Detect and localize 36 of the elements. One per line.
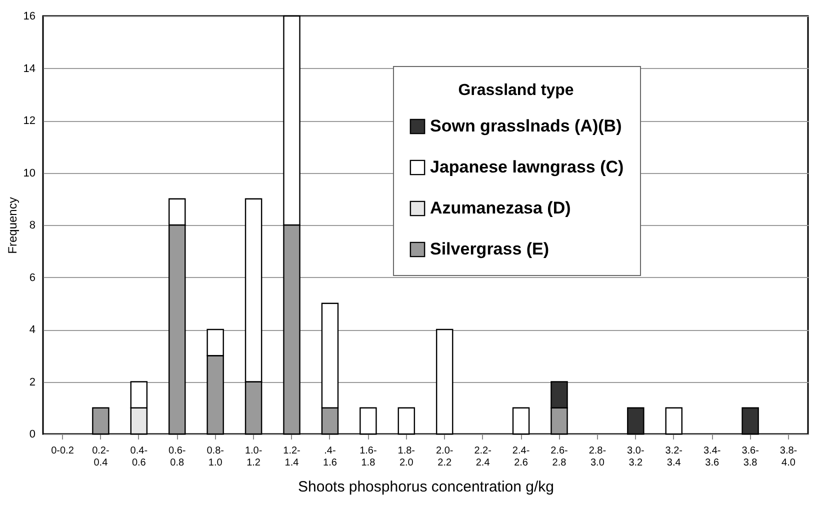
x-tick-label: 2.2- 2.4 [474,446,492,468]
y-tick-label: 12 [23,115,36,127]
x-tick-label: 2.0- 2.2 [436,446,454,468]
y-axis-title: Frequency [5,197,20,254]
y-tick-label: 16 [23,10,36,22]
x-tick-label: 2.4- 2.6 [512,446,530,468]
y-tick-label: 2 [29,376,36,388]
x-tick-label: 3.8- 4.0 [780,446,798,468]
x-axis-title: Shoots phosphorus concentration g/kg [298,478,554,496]
y-tick-label: 8 [29,220,36,232]
x-tick-label: 0.6- 0.8 [168,446,186,468]
x-tick-label: .4- 1.6 [323,446,338,468]
x-tick-label: 0-0.2 [51,446,74,456]
x-tick-label: 0.8- 1.0 [206,446,224,468]
y-tick-label: 4 [29,324,36,336]
legend-label: Sown grasslnads (A)(B) [430,116,622,136]
legend-label: Japanese lawngrass (C) [430,158,624,176]
y-tick-label: 10 [23,167,36,180]
x-tick-label: 3.0- 3.2 [627,446,644,468]
y-tick-label: 14 [23,62,36,75]
y-tick-label: 0 [29,428,36,440]
x-tick-label: 0.2- 0.4 [92,446,110,468]
x-tick-label: 1.6- 1.8 [360,446,377,468]
legend-label: Silvergrass (E) [430,240,550,258]
x-tick-label: 3.2- 3.4 [665,446,682,468]
x-tick-label: 3.6- 3.8 [742,446,759,468]
x-tick-label: 0.4- 0.6 [130,446,148,468]
x-tick-label: 1.2- 1.4 [283,446,300,468]
x-tick-label: 3.4- 3.6 [703,446,721,468]
legend-title: Grassland type [458,82,574,99]
x-tick-label: 2.6- 2.8 [550,446,568,468]
x-tick-label: 1.0- 1.2 [244,446,262,468]
legend-label: Azumanezasa (D) [430,198,571,218]
x-tick-label: 1.8- 2.0 [398,446,416,468]
y-tick-label: 6 [29,272,36,284]
x-tick-label: 2.8- 3.0 [588,446,606,468]
